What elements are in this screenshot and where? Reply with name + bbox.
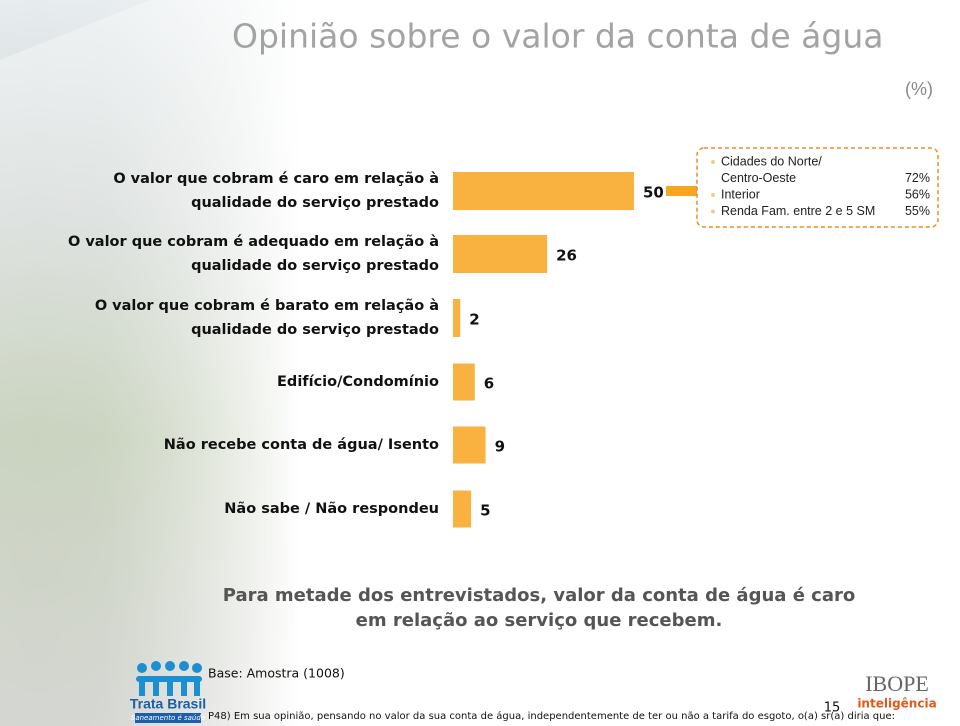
category-label: qualidade do serviço prestado bbox=[191, 322, 439, 338]
bar bbox=[453, 172, 634, 210]
page-number: 15 bbox=[824, 701, 841, 716]
bar bbox=[453, 363, 475, 401]
logo-subtext: Saneamento é saúde bbox=[131, 714, 205, 722]
category-label: qualidade do serviço prestado bbox=[191, 258, 439, 274]
logo-ibope: IBOPE bbox=[865, 671, 929, 696]
category-label: qualidade do serviço prestado bbox=[191, 195, 439, 211]
callout-value: 55% bbox=[905, 204, 930, 218]
logo-ibope-sub: inteligência bbox=[857, 697, 936, 711]
value-label: 6 bbox=[484, 375, 494, 393]
category-label: Não recebe conta de água/ Isento bbox=[164, 437, 439, 453]
value-label: 26 bbox=[556, 247, 577, 265]
value-label: 50 bbox=[643, 184, 664, 202]
callout-label: Renda Fam. entre 2 e 5 SM bbox=[721, 204, 875, 218]
bar bbox=[453, 235, 548, 273]
base-note: Base: Amostra (1008) bbox=[208, 666, 345, 681]
value-label: 9 bbox=[495, 438, 505, 456]
category-label: O valor que cobram é barato em relação à bbox=[95, 298, 439, 314]
bar bbox=[453, 299, 461, 337]
logo-trata-brasil: Trata Brasil Saneamento é saúde bbox=[130, 661, 206, 723]
category-label: O valor que cobram é adequado em relação… bbox=[68, 234, 439, 250]
conclusion: Para metade dos entrevistados, valor da … bbox=[223, 585, 855, 606]
callout: Cidades do Norte/Centro-Oeste 72% Interior… bbox=[711, 154, 930, 218]
bar bbox=[453, 490, 472, 528]
bullet bbox=[711, 209, 715, 214]
title: Opinião sobre o valor da conta de água bbox=[232, 17, 884, 56]
bullet bbox=[711, 193, 715, 197]
background-photo bbox=[0, 0, 300, 726]
callout-label: Interior bbox=[721, 187, 760, 201]
logo-text: Trata Brasil bbox=[130, 696, 206, 712]
callout-label: Cidades do Norte/ bbox=[721, 154, 822, 168]
question-note: P48) Em sua opinião, pensando no valor d… bbox=[208, 710, 895, 722]
callout-value: 56% bbox=[905, 187, 930, 201]
callout-box bbox=[696, 147, 939, 228]
value-label: 2 bbox=[469, 311, 479, 329]
bar bbox=[453, 426, 486, 464]
category-label: Edifício/Condomínio bbox=[277, 374, 439, 390]
value-label: 5 bbox=[480, 502, 490, 520]
category-label: O valor que cobram é caro em relação à bbox=[113, 171, 439, 187]
conclusion: em relação ao serviço que recebem. bbox=[356, 610, 723, 631]
unit: (%) bbox=[905, 79, 933, 99]
callout-label: Centro-Oeste bbox=[721, 171, 796, 185]
category-label: Não sabe / Não respondeu bbox=[224, 501, 439, 517]
callout-value: 72% bbox=[905, 171, 930, 185]
bullet bbox=[711, 160, 715, 164]
bar-chart: O valor que cobram é caro em relação à qu… bbox=[68, 171, 664, 528]
